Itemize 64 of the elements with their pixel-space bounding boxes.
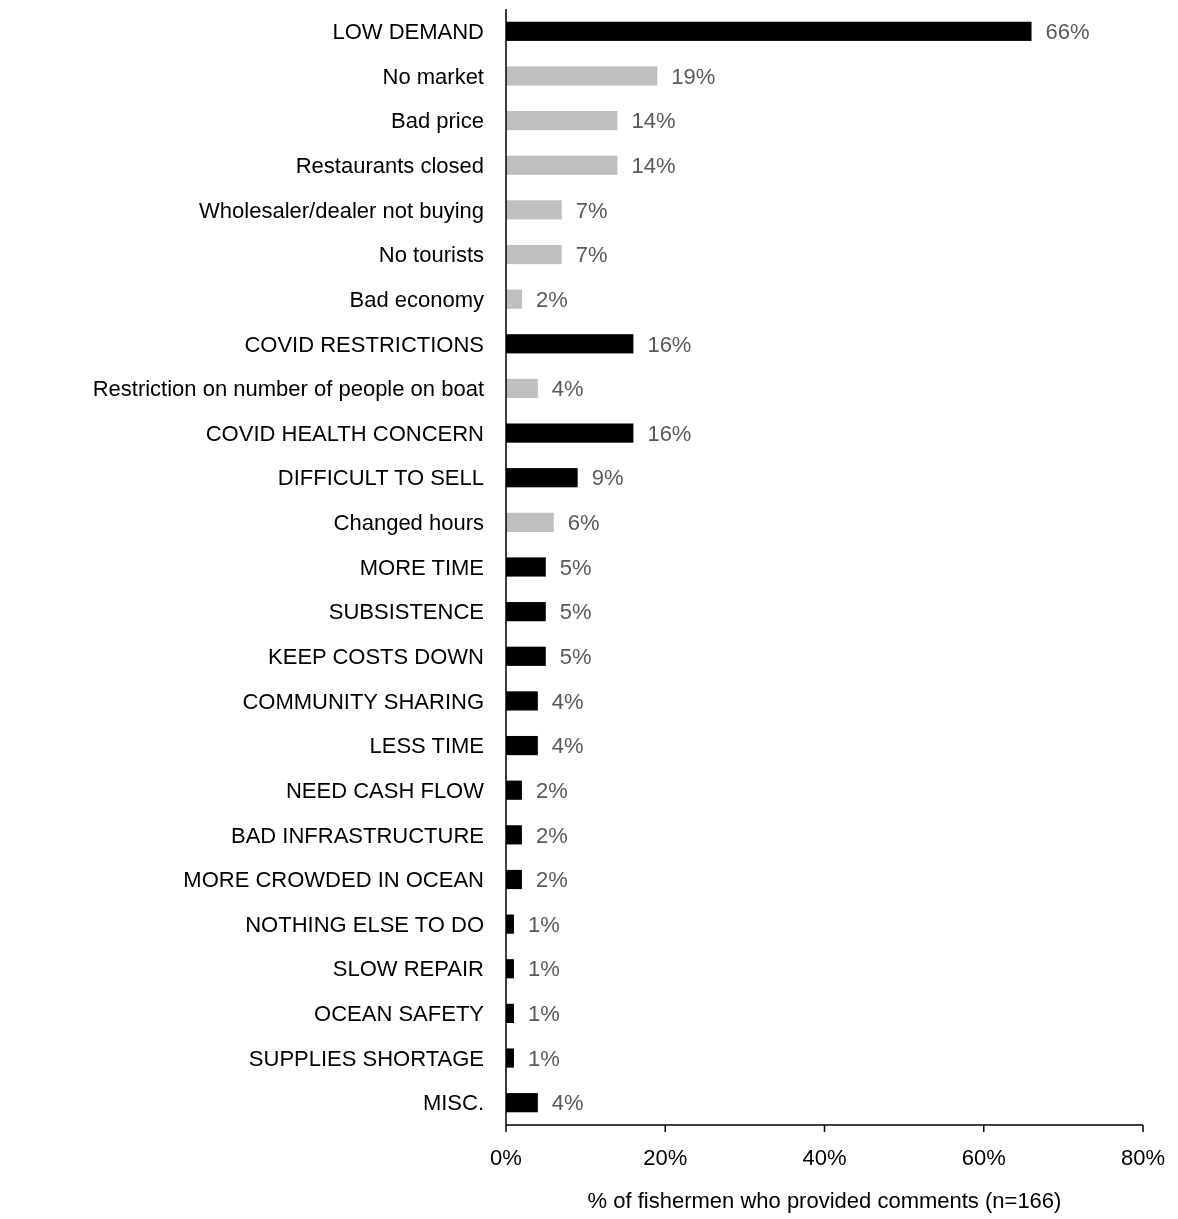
data-label: 2% — [535, 867, 568, 893]
bar — [506, 155, 618, 175]
bar — [506, 244, 562, 265]
y-tick-label: Wholesaler/dealer not buying — [199, 197, 484, 223]
bar — [506, 111, 618, 131]
bar — [506, 200, 562, 220]
data-label: 1% — [527, 1001, 560, 1027]
y-tick-label: NOTHING ELSE TO DO — [245, 911, 484, 937]
data-label: 5% — [559, 554, 592, 580]
y-tick-label: NEED CASH FLOW — [285, 777, 485, 803]
data-label: 16% — [647, 331, 692, 357]
y-tick-label: OCEAN SAFETY — [314, 1001, 485, 1027]
y-tick-label: MORE CROWDED IN OCEAN — [183, 867, 484, 893]
y-tick-label: SUPPLIES SHORTAGE — [248, 1045, 484, 1071]
x-axis-title: % of fishermen who provided comments (n=166) — [587, 1188, 1062, 1213]
data-label: 14% — [631, 108, 676, 134]
bar — [506, 289, 522, 309]
data-label: 4% — [551, 688, 584, 714]
data-label: 9% — [591, 465, 624, 491]
data-label: 5% — [559, 643, 592, 669]
y-tick-label: LOW DEMAND — [332, 19, 484, 45]
data-label: 2% — [535, 822, 568, 848]
data-label: 4% — [551, 733, 584, 759]
data-label: 2% — [535, 286, 568, 312]
data-label: 1% — [527, 911, 560, 937]
y-tick-label: No tourists — [378, 242, 484, 268]
y-tick-label: BAD INFRASTRUCTURE — [230, 822, 484, 848]
data-label: 19% — [671, 63, 716, 89]
data-label: 4% — [551, 376, 584, 402]
data-label: 1% — [527, 1045, 560, 1071]
x-tick-label: 40% — [802, 1145, 847, 1170]
y-tick-label: Restaurants closed — [295, 152, 484, 178]
bar — [506, 512, 554, 532]
bar — [506, 66, 658, 86]
y-tick-label: Changed hours — [333, 510, 484, 536]
data-label: 7% — [575, 197, 608, 223]
y-tick-label: DIFFICULT TO SELL — [277, 465, 484, 491]
bar — [506, 378, 538, 399]
y-tick-label: SUBSISTENCE — [328, 599, 484, 625]
data-label: 16% — [647, 420, 692, 446]
y-tick-label: COVID HEALTH CONCERN — [205, 420, 484, 446]
x-tick-label: 60% — [961, 1145, 1006, 1170]
y-tick-label: COMMUNITY SHARING — [242, 688, 484, 714]
data-label: 1% — [527, 956, 560, 982]
data-label: 6% — [567, 510, 600, 536]
data-label: 4% — [551, 1090, 584, 1116]
y-tick-label: No market — [382, 63, 484, 89]
x-tick-label: 20% — [643, 1145, 688, 1170]
y-tick-label: COVID RESTRICTIONS — [244, 331, 484, 357]
y-tick-label: Bad economy — [349, 286, 484, 312]
y-tick-label: LESS TIME — [369, 733, 484, 759]
y-tick-label: Bad price — [391, 108, 484, 134]
data-label: 5% — [559, 599, 592, 625]
y-tick-label: MORE TIME — [359, 554, 484, 580]
x-tick-label: 0% — [490, 1145, 522, 1170]
y-tick-label: MISC. — [422, 1090, 484, 1116]
data-label: 14% — [631, 152, 676, 178]
y-tick-label: KEEP COSTS DOWN — [268, 643, 484, 669]
y-tick-label: Restriction on number of people on boat — [92, 376, 484, 402]
data-label: 2% — [535, 777, 568, 803]
data-label: 66% — [1045, 19, 1090, 45]
data-label: 7% — [575, 242, 608, 268]
x-tick-label: 80% — [1120, 1145, 1166, 1170]
y-tick-label: SLOW REPAIR — [332, 956, 484, 982]
